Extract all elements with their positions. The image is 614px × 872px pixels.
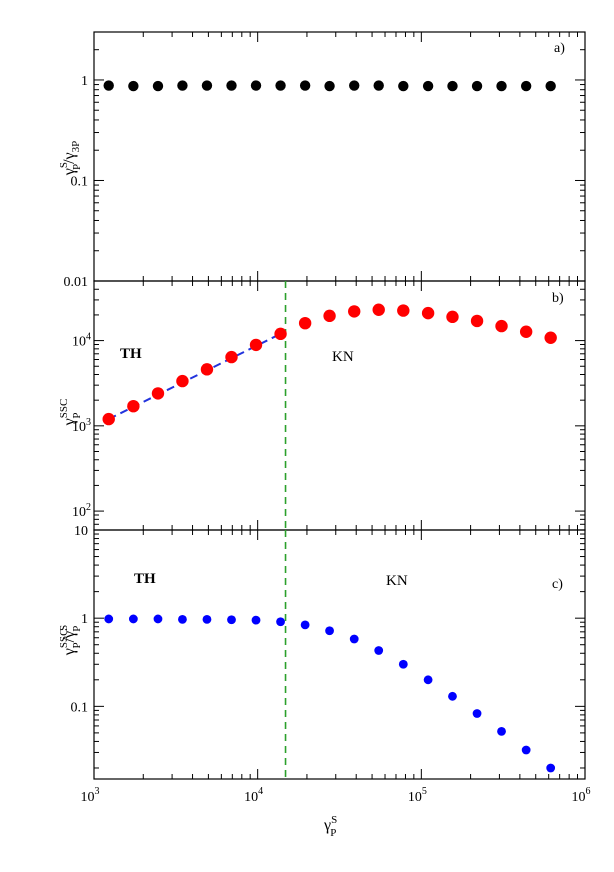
y-tick-label: 0.1 (71, 700, 89, 715)
x-tick-label: 106 (572, 786, 591, 805)
y-tick-label: 102 (72, 502, 91, 520)
data-point (447, 80, 458, 92)
panel-b-y-tick-labels: 104 103 102 (72, 332, 91, 521)
data-point (471, 80, 483, 92)
data-point (472, 709, 482, 718)
y-tick-label: 1 (81, 612, 88, 627)
data-point (152, 80, 164, 92)
data-point (251, 615, 261, 625)
panel-c: 10 1 0.1 103 104 105 106 c) TH KN γSSCP/γSP γ… (58, 524, 591, 839)
panel-c-frame (93, 529, 586, 780)
data-point (225, 350, 238, 364)
data-point (496, 80, 507, 92)
data-point (104, 614, 114, 624)
y-tick-label: 1 (81, 74, 88, 89)
panel-b-points (102, 303, 557, 426)
data-point (128, 80, 139, 92)
data-point (497, 726, 506, 736)
panel-b-y-axis-label: γSSCP (58, 399, 83, 427)
y-tick-label: 0.1 (71, 174, 89, 189)
data-point (397, 304, 410, 317)
data-point (178, 614, 187, 624)
data-point (546, 763, 556, 773)
data-point (398, 80, 409, 92)
data-point (348, 305, 361, 318)
x-tick-label: 105 (408, 786, 427, 805)
panel-a-y-axis-label: γSP/γ3P (58, 141, 83, 176)
panel-c-th-annotation: TH (134, 571, 156, 587)
data-point (520, 80, 532, 92)
panel-c-label: c) (552, 577, 563, 592)
panel-b-label: b) (552, 291, 564, 306)
data-point (151, 387, 165, 400)
data-point (519, 325, 533, 338)
y-tick-label: 0.01 (64, 275, 89, 290)
panel-a-points (103, 80, 556, 92)
panel-b-frame (93, 280, 586, 531)
y-tick-label: 103 (72, 417, 91, 435)
panel-a-frame (93, 31, 586, 282)
data-point (128, 614, 138, 624)
data-point (177, 80, 188, 91)
data-point (299, 80, 311, 91)
data-point (470, 314, 484, 328)
data-point (349, 634, 359, 644)
panel-b-ticks (93, 280, 585, 531)
x-tick-label: 103 (81, 786, 100, 805)
data-point (398, 659, 408, 669)
panel-c-x-tick-labels: 103 104 105 106 (81, 786, 591, 805)
data-point (200, 363, 214, 376)
data-point (250, 80, 262, 91)
data-point (495, 319, 508, 333)
panel-c-y-axis-label: γSSCP/γSP (58, 625, 83, 656)
data-point (276, 617, 285, 627)
data-point (324, 80, 335, 92)
data-point (349, 80, 360, 91)
data-point (274, 327, 287, 341)
data-point (448, 691, 457, 701)
panel-b: 104 103 102 b) TH KN γSSCP (58, 280, 586, 531)
y-tick-label: 104 (72, 332, 91, 350)
y-tick-label: 10 (74, 524, 88, 539)
data-point (421, 306, 435, 320)
data-point (226, 80, 237, 91)
data-point (423, 675, 433, 685)
data-point (446, 310, 459, 324)
data-point (300, 620, 310, 630)
panel-c-kn-annotation: KN (386, 573, 408, 589)
panel-c-points (104, 614, 556, 773)
data-point (323, 309, 336, 323)
panel-a-label: a) (554, 41, 565, 56)
panel-c-ticks (93, 529, 585, 779)
x-tick-label: 104 (244, 786, 263, 805)
data-point (373, 80, 384, 91)
data-point (374, 646, 384, 655)
data-point (325, 626, 334, 636)
panel-b-kn-annotation: KN (332, 349, 354, 365)
data-point (153, 614, 163, 624)
panel-a-ticks (93, 31, 585, 282)
data-point (202, 614, 212, 624)
data-point (127, 399, 140, 413)
data-point (545, 80, 556, 92)
data-point (227, 615, 236, 625)
panel-a: 1 0.1 0.01 a) γSP/γ3P (58, 31, 586, 290)
data-point (201, 80, 213, 91)
data-point (521, 745, 531, 755)
panel-c-y-tick-labels: 10 1 0.1 (71, 524, 89, 715)
data-point (544, 331, 557, 344)
panel-a-y-tick-labels: 1 0.1 0.01 (64, 74, 89, 290)
data-point (249, 338, 263, 352)
data-point (102, 412, 115, 426)
data-point (298, 316, 312, 330)
data-point (275, 80, 286, 91)
data-point (372, 303, 385, 316)
panel-b-th-annotation: TH (120, 346, 142, 362)
data-point (103, 80, 114, 91)
data-point (176, 374, 189, 388)
x-axis-label: γS P (323, 814, 337, 839)
data-point (422, 80, 434, 92)
